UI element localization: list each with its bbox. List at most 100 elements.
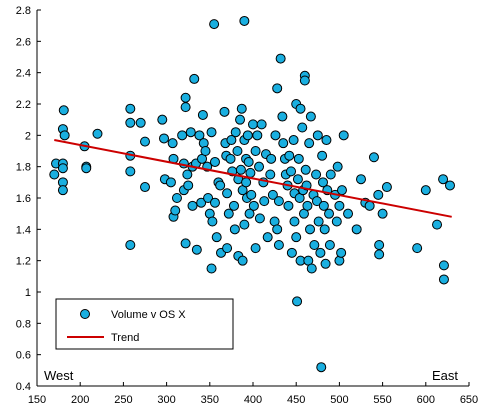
data-point: [237, 255, 248, 266]
data-point: [49, 169, 60, 180]
data-point: [235, 114, 246, 125]
data-point: [432, 219, 443, 230]
data-point: [266, 153, 277, 164]
data-point: [334, 200, 345, 211]
data-point: [235, 164, 246, 175]
data-point: [222, 243, 233, 254]
x-tick-label: 350: [201, 394, 219, 406]
annotation-east: East: [432, 368, 458, 383]
data-point: [368, 152, 379, 163]
data-point: [284, 150, 295, 161]
data-point: [58, 105, 69, 116]
data-point: [230, 127, 241, 138]
data-point: [300, 164, 311, 175]
data-point: [185, 127, 196, 138]
data-point: [318, 200, 329, 211]
data-point: [293, 153, 304, 164]
data-point: [332, 161, 343, 172]
data-point: [438, 174, 449, 185]
data-point: [295, 103, 306, 114]
data-point: [187, 200, 198, 211]
data-point: [211, 232, 222, 243]
data-point: [229, 224, 240, 235]
data-point: [92, 128, 103, 139]
x-tick-label: 550: [373, 394, 391, 406]
data-point: [180, 102, 191, 113]
y-tick-label: 2.8: [16, 5, 31, 17]
data-point: [259, 196, 270, 207]
x-tick-label: 150: [28, 394, 46, 406]
data-point: [420, 185, 431, 196]
data-point: [209, 19, 220, 30]
data-point: [265, 169, 276, 180]
data-point: [317, 150, 328, 161]
x-tick-label: 650: [460, 394, 478, 406]
data-point: [207, 216, 218, 227]
data-point: [81, 163, 92, 174]
data-point: [254, 161, 265, 172]
data-point: [225, 153, 236, 164]
data-point: [250, 243, 261, 254]
data-point: [364, 200, 375, 211]
data-point: [267, 189, 278, 200]
data-point: [336, 247, 347, 258]
data-point: [191, 244, 202, 255]
data-point: [305, 111, 316, 122]
data-point: [256, 119, 267, 130]
data-point: [206, 127, 217, 138]
x-tick-label: 400: [244, 394, 262, 406]
y-tick-label: 0.4: [16, 381, 31, 393]
data-point: [297, 122, 308, 133]
data-point: [321, 135, 332, 146]
data-point: [412, 243, 423, 254]
data-point: [316, 362, 327, 373]
data-point: [215, 180, 226, 191]
annotation-west: West: [44, 368, 74, 383]
data-point: [252, 130, 263, 141]
data-point: [183, 180, 194, 191]
data-point: [444, 180, 455, 191]
data-point: [278, 138, 289, 149]
legend-box: [55, 298, 234, 350]
data-point: [311, 196, 322, 207]
data-point: [270, 130, 281, 141]
data-point: [180, 92, 191, 103]
data-point: [177, 130, 188, 141]
data-point: [299, 75, 310, 86]
data-point: [245, 167, 256, 178]
data-point: [219, 106, 230, 117]
data-point: [182, 169, 193, 180]
data-point: [159, 133, 170, 144]
y-tick-label: 2.6: [16, 36, 31, 48]
data-point: [167, 138, 178, 149]
data-point: [57, 185, 68, 196]
y-axis-ticks: 0.4 0.6 0.8 1 1.2 1.4 1.6 1.8 2 2.2 2.4 2.6 2.8: [16, 5, 41, 393]
data-point: [125, 117, 136, 128]
data-point: [157, 114, 168, 125]
y-tick-label: 0.8: [16, 318, 31, 330]
data-point: [57, 163, 68, 174]
data-point: [289, 216, 300, 227]
data-point: [196, 197, 207, 208]
x-tick-label: 200: [71, 394, 89, 406]
data-point: [125, 166, 136, 177]
data-point: [286, 247, 297, 258]
data-point: [180, 238, 191, 249]
x-tick-label: 250: [114, 394, 132, 406]
y-tick-label: 2.2: [16, 99, 31, 111]
data-point: [356, 174, 366, 185]
data-point: [165, 177, 176, 188]
data-point: [272, 224, 283, 235]
data-point: [315, 247, 326, 258]
data-point: [292, 296, 303, 307]
data-point: [140, 136, 150, 147]
data-point: [343, 208, 354, 219]
data-point: [288, 135, 299, 146]
data-point: [381, 182, 392, 193]
data-point: [311, 169, 322, 180]
data-point: [275, 53, 286, 64]
data-point: [125, 240, 136, 250]
data-point: [140, 182, 150, 193]
data-point: [246, 189, 257, 200]
